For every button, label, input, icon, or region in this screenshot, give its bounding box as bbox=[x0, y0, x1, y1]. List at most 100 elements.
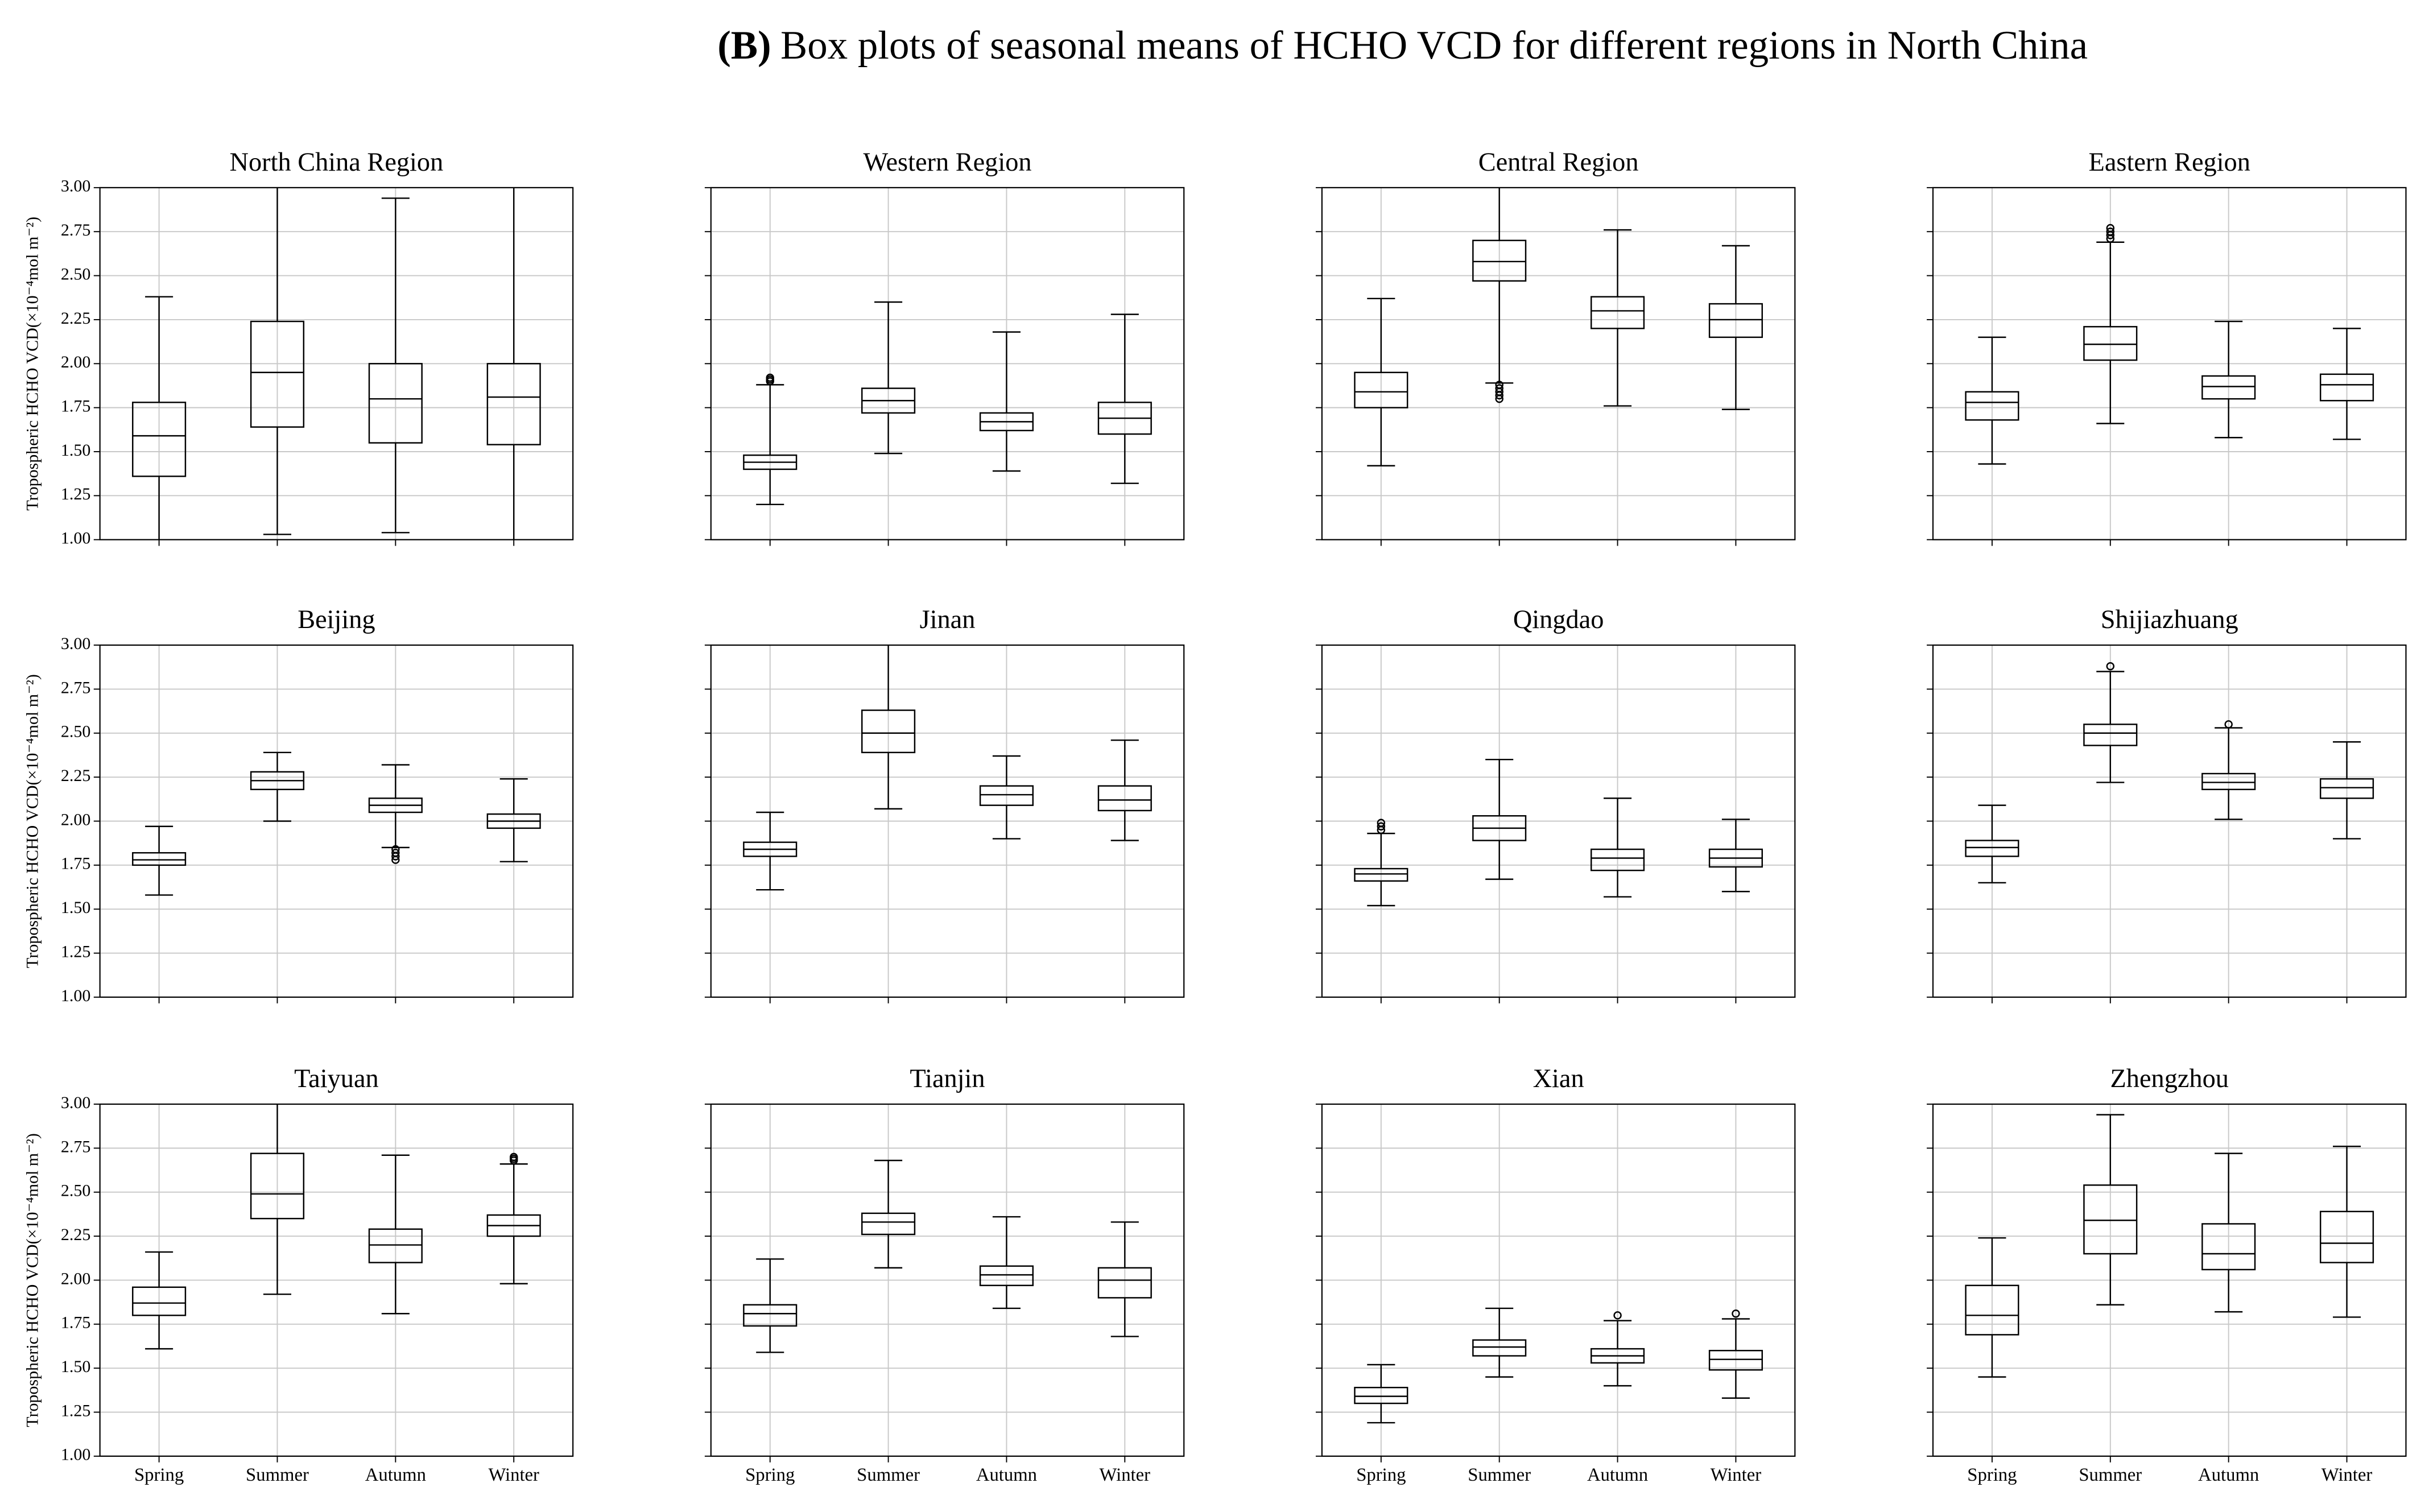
y-tick-label: 1.50 bbox=[61, 898, 90, 917]
x-tick-label: Summer bbox=[857, 1465, 920, 1485]
y-tick-label: 1.25 bbox=[61, 1401, 90, 1420]
box bbox=[1708, 303, 1763, 338]
frame bbox=[710, 644, 1185, 998]
x-tick-label: Spring bbox=[1967, 1465, 2017, 1485]
y-tick-label: 3.00 bbox=[61, 1093, 90, 1112]
x-tick-label: Spring bbox=[1356, 1465, 1406, 1485]
box bbox=[2083, 724, 2138, 746]
box bbox=[979, 1265, 1034, 1286]
box bbox=[2201, 1223, 2256, 1271]
x-tick-label: Winter bbox=[2322, 1465, 2373, 1485]
y-tick-label: 2.00 bbox=[61, 810, 90, 829]
y-tick-label: 3.00 bbox=[61, 634, 90, 653]
box bbox=[1708, 1349, 1763, 1371]
flier bbox=[1377, 822, 1386, 831]
x-tick-label: Winter bbox=[1100, 1465, 1151, 1485]
panel: Xian Spring Summer Autumn Winter bbox=[1315, 1064, 1796, 1485]
box bbox=[1590, 296, 1645, 329]
box bbox=[1472, 239, 1527, 282]
box bbox=[486, 363, 541, 445]
y-tick-label: 2.25 bbox=[61, 309, 90, 328]
x-tick-label: Autumn bbox=[2198, 1465, 2259, 1485]
panel-title: Beijing bbox=[298, 605, 375, 634]
y-tick-label: 1.75 bbox=[61, 397, 90, 416]
panel: Central Region bbox=[1315, 148, 1796, 546]
box bbox=[1354, 371, 1408, 408]
box bbox=[861, 709, 916, 754]
panel: Beijing 1.00 1.25 1.50 1.75 2.00 2.25 2.50 2.75 3… bbox=[23, 605, 574, 1005]
flier bbox=[2106, 224, 2115, 233]
box bbox=[1354, 867, 1408, 882]
flier bbox=[1613, 1311, 1622, 1320]
box bbox=[132, 402, 187, 477]
x-tick-label: Spring bbox=[134, 1465, 184, 1485]
box bbox=[2319, 1211, 2374, 1263]
panel-title: Xian bbox=[1533, 1064, 1584, 1093]
plot-area bbox=[1354, 1307, 1763, 1424]
frame bbox=[99, 644, 574, 998]
box bbox=[2201, 772, 2256, 791]
flier bbox=[1495, 381, 1503, 389]
x-tick-label: Autumn bbox=[976, 1465, 1037, 1485]
y-tick-label: 2.50 bbox=[61, 265, 90, 283]
panel-title: Shijiazhuang bbox=[2101, 605, 2238, 634]
box bbox=[1472, 1339, 1527, 1357]
y-axis-label: Tropospheric HCHO VCD(×10⁻⁴mol m⁻²) bbox=[23, 674, 42, 968]
panel-title: Eastern Region bbox=[2089, 148, 2250, 177]
plot-area bbox=[1965, 662, 2374, 884]
y-tick-label: 2.75 bbox=[61, 678, 90, 697]
y-axis-label: Tropospheric HCHO VCD(×10⁻⁴mol m⁻²) bbox=[23, 217, 42, 511]
box bbox=[1097, 785, 1152, 812]
frame bbox=[1321, 187, 1796, 540]
y-tick-label: 1.50 bbox=[61, 441, 90, 460]
box bbox=[132, 1286, 187, 1316]
panel: Zhengzhou Spring Summer Autumn Winter bbox=[1927, 1064, 2407, 1485]
panel-title: North China Region bbox=[230, 148, 444, 177]
box bbox=[250, 1152, 305, 1220]
y-tick-label: 1.50 bbox=[61, 1357, 90, 1376]
box bbox=[132, 852, 187, 866]
panel-title: Western Region bbox=[863, 148, 1031, 177]
box bbox=[1965, 840, 2019, 857]
plot-area bbox=[743, 301, 1152, 506]
panel: Eastern Region bbox=[1927, 148, 2407, 546]
box bbox=[1097, 1267, 1152, 1299]
y-tick-label: 3.00 bbox=[61, 177, 90, 196]
x-tick-label: Summer bbox=[1468, 1465, 1531, 1485]
plot-area bbox=[1965, 1114, 2374, 1378]
panel-title: Qingdao bbox=[1513, 605, 1604, 634]
panel: North China Region 1.00 1.25 1.50 1.75 2.00 2.… bbox=[23, 148, 574, 548]
panel-title: Jinan bbox=[920, 605, 976, 634]
flier bbox=[509, 1152, 518, 1162]
box bbox=[2201, 375, 2256, 400]
panel: Shijiazhuang bbox=[1927, 605, 2407, 1003]
y-tick-label: 1.00 bbox=[61, 529, 90, 548]
y-tick-label: 2.75 bbox=[61, 221, 90, 239]
flier bbox=[2106, 662, 2115, 671]
plot-area bbox=[743, 1159, 1152, 1353]
box bbox=[2083, 1184, 2138, 1255]
figure-label: (B) bbox=[717, 24, 771, 68]
panel: Western Region bbox=[704, 148, 1185, 546]
y-tick-label: 1.00 bbox=[61, 1445, 90, 1464]
plot-area bbox=[132, 187, 541, 540]
frame bbox=[1932, 1103, 2407, 1457]
flier bbox=[2106, 227, 2115, 236]
panel-title: Taiyuan bbox=[294, 1064, 379, 1093]
y-tick-label: 2.25 bbox=[61, 766, 90, 785]
y-axis-label: Tropospheric HCHO VCD(×10⁻⁴mol m⁻²) bbox=[23, 1133, 42, 1427]
panel: Taiyuan 1.00 1.25 1.50 1.75 2.00 2.25 2.50 2.75 3… bbox=[23, 1064, 574, 1485]
box bbox=[979, 785, 1034, 806]
box bbox=[1965, 391, 2019, 421]
x-tick-label: Autumn bbox=[365, 1465, 426, 1485]
plot-area bbox=[132, 1104, 541, 1350]
y-tick-label: 2.00 bbox=[61, 1269, 90, 1288]
panel-title: Zhengzhou bbox=[2110, 1064, 2229, 1093]
box bbox=[1354, 1386, 1408, 1404]
panel: Qingdao bbox=[1315, 605, 1796, 1003]
x-tick-label: Autumn bbox=[1587, 1465, 1648, 1485]
plot-area bbox=[1965, 224, 2374, 465]
box bbox=[861, 1212, 916, 1236]
box bbox=[1590, 848, 1645, 871]
